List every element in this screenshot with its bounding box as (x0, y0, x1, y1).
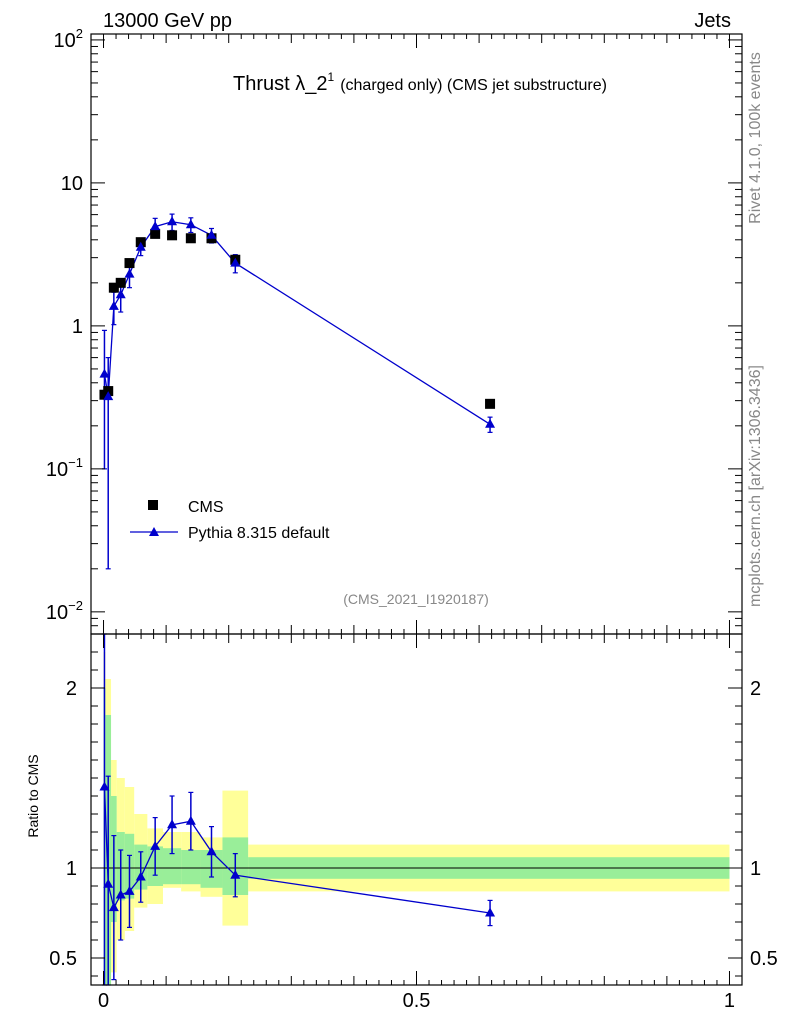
energy-label: 13000 GeV pp (103, 10, 232, 32)
pythia-data-point (124, 268, 135, 278)
main-title-superscript: 1 (328, 70, 335, 84)
pythia-data-point (115, 289, 126, 299)
ratio-stat-uncertainty-band (181, 850, 201, 885)
cms-data-point (485, 398, 496, 409)
pythia-data-point (185, 219, 196, 229)
pythia-data-point (150, 221, 161, 231)
ratio-y-tick-label-right: 2 (750, 678, 761, 700)
upper-frame-border (90, 33, 743, 635)
ratio-pythia-point (485, 907, 496, 917)
ratio-y-tick-label-left: 2 (66, 678, 77, 700)
pythia-data-point (135, 241, 146, 251)
ratio-pythia-point (167, 819, 178, 829)
pythia-data-point (206, 229, 217, 239)
upper-y-tick-label: 1 (72, 316, 83, 338)
main-title: Thrust λ_21 (charged only) (CMS jet subst… (233, 70, 607, 95)
ratio-y-tick-label-right: 1 (750, 858, 761, 880)
legend-cms-marker (148, 500, 158, 510)
pythia-data-point (103, 391, 114, 401)
ratio-pythia-line (103, 786, 491, 914)
cms-data-point (150, 228, 161, 239)
mcplots-reference-label: mcplots.cern.ch [arXiv:1306.3436] (747, 365, 764, 607)
pythia-line (103, 221, 491, 425)
ratio-pythia-point (135, 871, 146, 881)
ratio-y-tick-label-right: 0.5 (750, 948, 778, 970)
ratio-y-axis-label: Ratio to CMS (25, 754, 41, 837)
upper-y-tick-label: 10 (61, 173, 83, 195)
upper-y-tick-label: 10−1 (46, 455, 83, 481)
pythia-data-point (485, 418, 496, 428)
upper-y-tick-label: 102 (54, 26, 83, 52)
rivet-version-label: Rivet 4.1.0, 100k events (747, 52, 764, 224)
ratio-pythia-point (99, 781, 110, 791)
x-tick-label: 0.5 (403, 990, 431, 1012)
main-title-text: Thrust λ_2 (233, 73, 327, 95)
analysis-label: (CMS_2021_I1920187) (343, 591, 489, 607)
main-title-subtitle: (charged only) (CMS jet substructure) (340, 77, 607, 94)
ratio-y-tick-label-left: 0.5 (49, 948, 77, 970)
ratio-pythia-point (206, 846, 217, 856)
ratio-plot-area: 0.5 0.5 1 1 2 2 0 0.5 1 (49, 633, 778, 1012)
ratio-y-tick-label-left: 1 (66, 858, 77, 880)
x-tick-label: 0 (98, 990, 109, 1012)
ratio-pythia-point (115, 889, 126, 899)
ratio-pythia-point (150, 840, 161, 850)
cms-data-point (185, 233, 196, 244)
ratio-stat-uncertainty-band (162, 848, 182, 885)
ratio-pythia-point (108, 902, 119, 912)
ratio-pythia-point (185, 815, 196, 825)
pythia-data-point (167, 216, 178, 226)
upper-y-tick-label: 10−2 (46, 598, 83, 624)
upper-plot-area: 10−2 10−1 1 10 102 (46, 26, 743, 635)
cms-data-point (167, 230, 178, 241)
pythia-data-point (99, 368, 110, 378)
legend: CMS Pythia 8.315 default (130, 499, 330, 542)
x-tick-label: 1 (724, 990, 735, 1012)
ratio-pythia-point (230, 869, 241, 879)
cms-data-point (115, 277, 126, 288)
category-label: Jets (694, 10, 731, 32)
ratio-pythia-point (103, 878, 114, 888)
cms-data-point (103, 386, 114, 397)
pythia-data-point (108, 300, 119, 310)
pythia-data-point (230, 257, 241, 267)
legend-pythia-label: Pythia 8.315 default (188, 525, 330, 542)
legend-pythia-marker (149, 527, 159, 536)
ratio-pythia-point (124, 885, 135, 895)
cms-data-point (108, 282, 119, 293)
cms-data-point (124, 258, 135, 269)
legend-cms-label: CMS (188, 499, 224, 516)
ratio-frame-border (90, 633, 743, 986)
